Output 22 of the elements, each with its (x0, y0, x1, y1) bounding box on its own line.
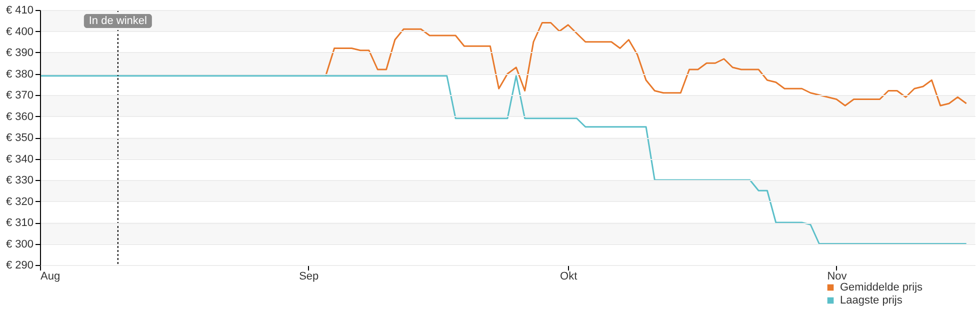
x-tick-label: Aug (40, 270, 60, 282)
y-tick-label: € 300 (6, 238, 34, 250)
ref-line-label: In de winkel (88, 15, 147, 27)
y-tick-label: € 380 (6, 68, 34, 80)
legend-label: Laagste prijs (840, 294, 903, 306)
legend-label: Gemiddelde prijs (840, 282, 924, 294)
y-tick-label: € 310 (6, 217, 34, 229)
line-series (324, 22, 968, 106)
y-tick-label: € 330 (6, 174, 34, 186)
x-tick-label: Nov (827, 270, 848, 282)
y-tick-label: € 410 (6, 4, 34, 16)
y-tick-label: € 360 (6, 110, 34, 123)
y-tick-label: € 340 (6, 153, 34, 166)
y-tick-label: € 290 (6, 260, 34, 272)
line-series (39, 75, 968, 244)
y-tick-label: € 390 (6, 47, 34, 59)
x-tick-label: Sep (299, 270, 319, 282)
x-tick-label: Okt (560, 270, 578, 282)
y-tick-label: € 350 (6, 132, 34, 144)
y-tick-label: € 370 (6, 90, 34, 102)
y-tick-label: € 320 (6, 196, 34, 208)
y-tick-label: € 400 (6, 26, 34, 38)
